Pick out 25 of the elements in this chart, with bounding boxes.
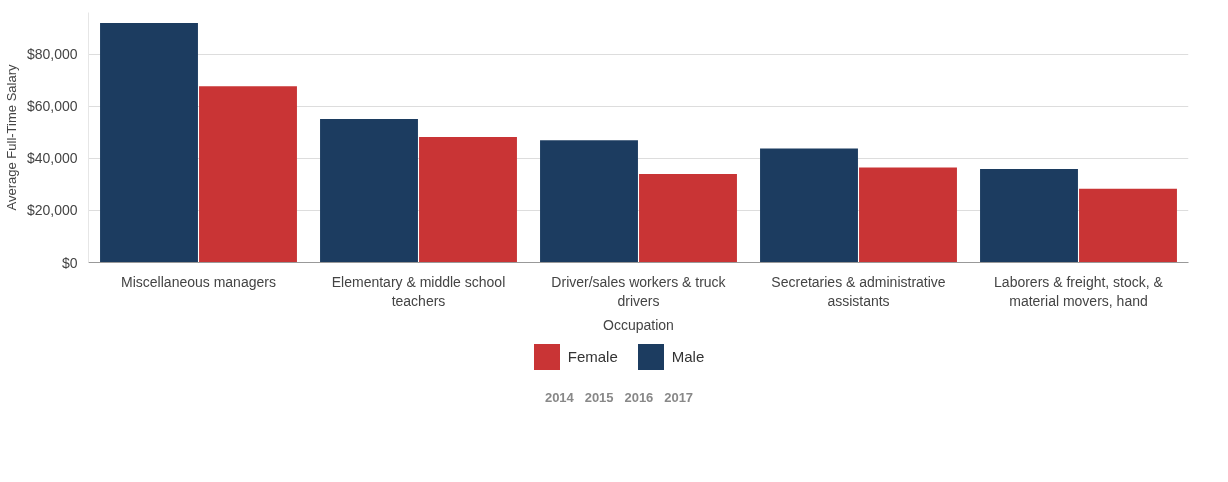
bar [980,169,1078,263]
bar [1079,188,1177,263]
x-tick-label: Laborers & freight, stock, & material movers, hand [994,273,1164,309]
y-tick-label: $40,000 [26,150,78,167]
y-tick-label: $80,000 [26,46,78,63]
y-axis-title: Average Full-Time Salary [3,64,19,211]
x-tick-label: Secretaries & administrative assistants [771,273,946,309]
x-tick-label: Elementary & middle school teachers [331,273,506,309]
x-axis-title: Occupation [603,316,674,333]
bar [859,167,957,263]
legend-label: Male [671,347,705,368]
bar [320,119,418,263]
bar [100,22,198,263]
bar [540,140,638,263]
bar [419,136,517,263]
y-tick-label: $20,000 [26,202,78,219]
y-tick-label: $60,000 [26,98,78,115]
legend-label: Female [567,347,618,368]
y-tick-label: $0 [61,254,78,271]
bar [639,173,737,263]
bar [760,148,858,263]
bar [199,86,297,263]
text: 2014 2015 2016 2017 [543,389,695,408]
x-tick-label: Driver/sales workers & truck drivers [551,273,727,309]
x-tick-label: Miscellaneous managers [121,273,276,290]
